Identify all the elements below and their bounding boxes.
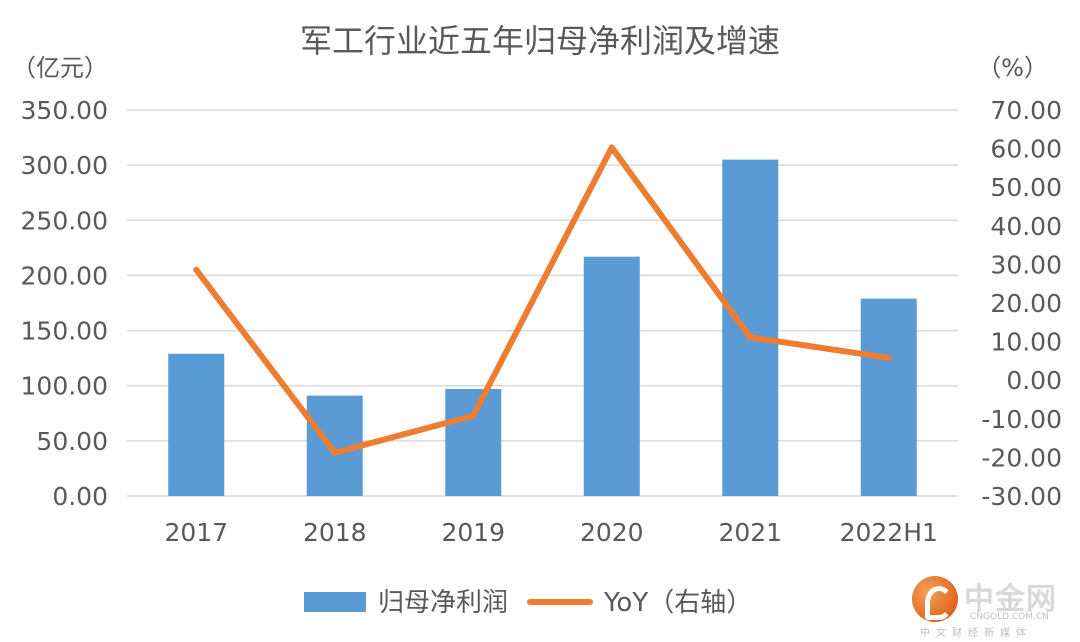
right-tick-label: 10.00 (990, 328, 1062, 357)
gridlines (127, 109, 958, 497)
legend-bar-swatch (304, 592, 366, 612)
bar (860, 298, 917, 496)
chart-title: 军工行业近五年归母净利润及增速 (300, 22, 780, 60)
left-tick-label: 100.00 (21, 372, 108, 401)
x-tick-label: 2020 (580, 518, 644, 547)
logo-icon (912, 576, 958, 622)
left-tick-label: 350.00 (21, 96, 108, 125)
right-axis: -30.00 -20.00 -10.00 0.00 10.00 20.00 30.00 40.… (981, 96, 1062, 511)
bar (722, 159, 779, 496)
left-tick-label: 200.00 (21, 261, 108, 290)
left-tick-label: 250.00 (21, 206, 108, 235)
left-tick-label: 300.00 (21, 151, 108, 180)
left-axis-unit: （亿元） (12, 54, 108, 82)
right-tick-label: 30.00 (990, 250, 1062, 279)
x-tick-label: 2022H1 (840, 518, 938, 547)
yoy-line (193, 144, 892, 456)
watermark-logo: 中金网 CNGOLD.COM.CN 中文财经新媒体 (912, 572, 1072, 639)
left-tick-label: 0.00 (52, 482, 108, 511)
right-tick-label: -30.00 (981, 482, 1062, 511)
logo-tagline: 中文财经新媒体 (920, 628, 1032, 639)
right-tick-label: 0.00 (1006, 366, 1062, 395)
right-tick-label: 50.00 (990, 173, 1062, 202)
x-tick-label: 2019 (441, 518, 505, 547)
right-tick-label: 60.00 (990, 135, 1062, 164)
bar (168, 353, 225, 496)
line-series (193, 144, 892, 456)
right-tick-label: 70.00 (990, 96, 1062, 125)
right-axis-unit: （%） (977, 54, 1048, 82)
x-tick-label: 2018 (303, 518, 367, 547)
x-tick-label: 2017 (164, 518, 228, 547)
bar (445, 389, 502, 496)
logo-name: 中金网 (964, 582, 1057, 617)
left-tick-label: 50.00 (36, 427, 108, 456)
legend-line-label: YoY（右轴） (603, 588, 752, 618)
left-tick-label: 150.00 (21, 317, 108, 346)
right-tick-label: 20.00 (990, 289, 1062, 318)
bar (583, 256, 640, 496)
x-tick-label: 2021 (718, 518, 782, 547)
logo-domain: CNGOLD.COM.CN (970, 612, 1049, 622)
bar-series (168, 159, 917, 496)
left-axis: 0.00 50.00 100.00 150.00 200.00 250.00 300.00 3… (21, 96, 108, 511)
right-tick-label: 40.00 (990, 212, 1062, 241)
legend: 归母净利润 YoY（右轴） (304, 588, 752, 618)
legend-bar-label: 归母净利润 (378, 588, 508, 618)
right-tick-label: -10.00 (981, 405, 1062, 434)
x-axis: 2017 2018 2019 2020 2021 2022H1 (164, 518, 937, 547)
right-tick-label: -20.00 (981, 443, 1062, 472)
